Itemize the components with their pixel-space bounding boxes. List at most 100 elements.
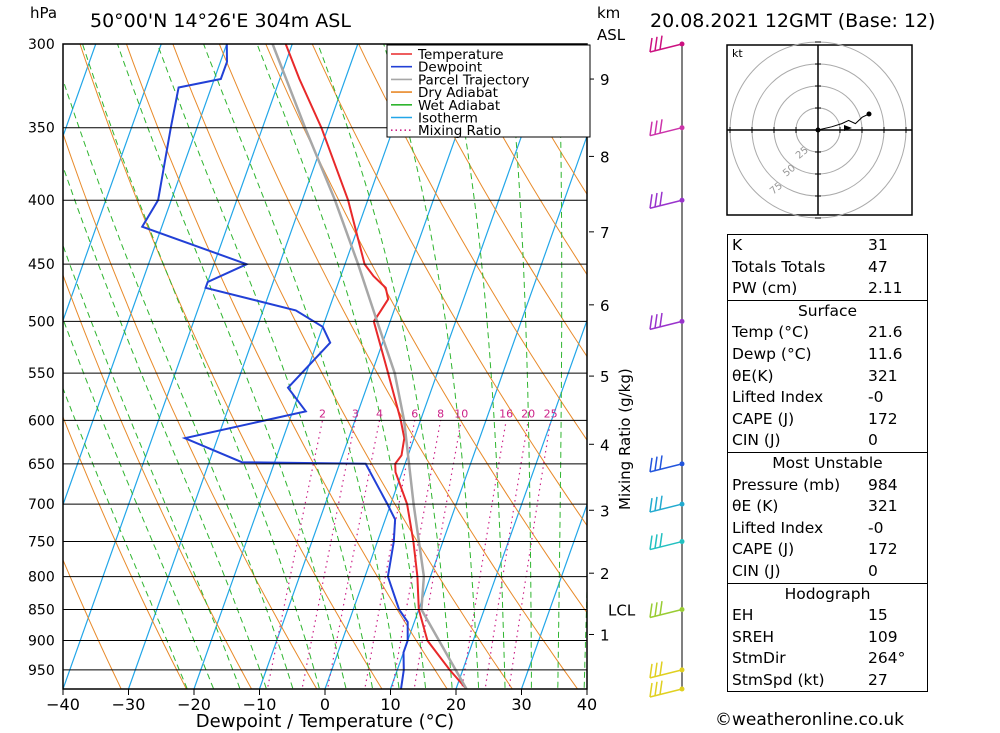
surface-row: CIN (J) 0 [728,430,927,452]
most-unstable-label: CAPE (J) [732,540,795,559]
km-tick-label: 3 [600,502,610,520]
legend-entry: Wet Adiabat [418,98,500,114]
x-tick-label: −20 [177,695,211,714]
wet-adiabat-line [256,44,427,689]
km-tick-label: 7 [600,224,610,242]
most-unstable-row: CAPE (J) 172 [728,539,927,561]
indices-table: K 31 Totals Totals 47 PW (cm) 2.11 Surface Te… [727,234,928,693]
wind-barb [649,191,683,209]
x-tick-label: −10 [243,695,277,714]
surface-row: Dewp (°C) 11.6 [728,344,927,366]
most-unstable-value: 984 [868,475,898,494]
hodograph-value: 264° [868,649,906,668]
most-unstable-row: Pressure (mb) 984 [728,475,927,497]
hodograph-value: 109 [868,627,898,646]
wet-adiabat-line [583,576,587,689]
hodograph-label: SREH [732,627,775,646]
index-label: PW (cm) [732,279,798,298]
wind-barb [649,601,683,619]
wet-adiabat-line [63,244,241,689]
km-tick-label: 1 [600,626,610,644]
most-unstable-row: Lifted Index -0 [728,518,927,540]
km-tick-label: 2 [600,565,610,583]
wind-barb [649,455,683,473]
surface-label: Dewp (°C) [732,344,812,363]
index-label: Totals Totals [732,257,826,276]
most-unstable-label: Pressure (mb) [732,475,841,494]
surface-value: 0 [868,431,878,450]
isotherm-line [63,44,293,689]
most-unstable-section: Most Unstable Pressure (mb) 984 θE (K) 321 L… [728,451,927,583]
mixing-ratio-line [413,420,462,689]
mixing-ratio-line [508,420,552,689]
surface-value: 21.6 [868,323,903,342]
mixing-ratio-label: 4 [376,407,383,420]
km-tick-label: 8 [600,148,610,166]
isotherm-line [324,44,555,689]
wind-barb [649,312,683,331]
wind-barb [649,661,683,679]
legend-entry: Mixing Ratio [418,123,501,139]
hodograph-row: EH 15 [728,605,927,627]
mixing-ratio-line [461,420,507,689]
pressure-tick-label: 700 [28,497,55,513]
most-unstable-label: Lifted Index [732,518,824,537]
wind-barb [649,35,683,53]
surface-title: Surface [797,301,858,320]
pressure-tick-label: 300 [28,37,55,53]
wind-barb-column [649,35,685,698]
wet-adiabat-line [383,44,480,689]
x-tick-label: 10 [380,695,400,714]
hodograph-end-dot [866,111,872,117]
storm-motion-arrow [844,125,852,131]
surface-section: Surface Temp (°C) 21.6 Dewp (°C) 11.6 θE(K) 3… [728,299,927,452]
surface-row: Temp (°C) 21.6 [728,322,927,344]
hodograph-section: Hodograph EH 15 SREH 109 StmDir 264° StmSpd (k… [728,582,927,692]
surface-label: Lifted Index [732,388,824,407]
wet-adiabat-line [317,44,453,689]
x-tick-label: 0 [320,695,330,714]
most-unstable-value: 0 [868,561,878,580]
km-tick-label: 9 [600,71,610,89]
surface-label: Temp (°C) [732,323,809,342]
legend-box [386,44,591,138]
x-tick-label: 20 [446,695,466,714]
wet-adiabat-line [506,44,532,689]
dry-adiabat-line [450,44,587,276]
isotherm-line [0,44,30,689]
right-axis-title: Mixing Ratio (g/kg) [616,368,634,510]
wind-barb [649,533,683,551]
index-label: K [732,236,743,254]
index-row: Totals Totals 47 [728,257,927,279]
hodograph-label: StmDir [732,649,786,668]
pressure-tick-label: 550 [28,366,55,382]
pressure-tick-label: 750 [28,535,55,551]
legend-entry: Dry Adiabat [418,85,498,101]
pressure-tick-label: 400 [28,193,55,209]
pressure-tick-label: 800 [28,570,55,586]
surface-row: Lifted Index -0 [728,387,927,409]
dry-adiabat-line [358,44,587,441]
parcel-trajectory-line [271,44,468,689]
pressure-unit-label: hPa [30,4,58,22]
surface-value: 321 [868,366,898,385]
wet-adiabat-line [116,44,347,689]
mixing-ratio-line [326,420,381,689]
copyright-text[interactable]: ©weatheronline.co.uk [715,710,905,730]
surface-value: 11.6 [868,344,903,363]
pressure-tick-label: 900 [28,634,55,650]
isotherm-line [63,44,162,323]
x-tick-label: 40 [577,695,597,714]
mixing-ratio-line [484,420,529,689]
mixing-ratio-line [301,420,356,689]
index-row: PW (cm) 2.11 [728,278,927,300]
mixing-ratio-label: 6 [411,407,418,420]
pressure-tick-label: 600 [28,413,55,429]
hodograph-label: EH [732,606,754,625]
hodograph-trace [817,113,870,131]
mixing-ratio-label: 16 [499,407,513,420]
wet-adiabat-line [448,44,506,689]
surface-label: θE(K) [732,366,774,385]
